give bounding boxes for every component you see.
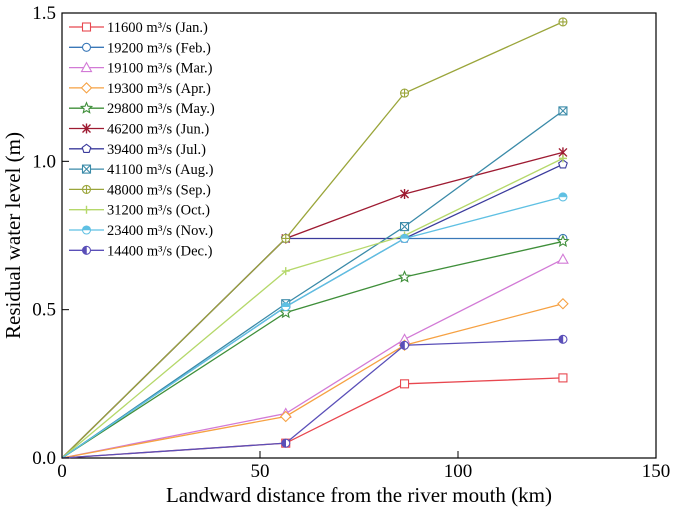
series-line xyxy=(61,258,564,459)
legend-label: 19200 m³/s (Feb.) xyxy=(107,40,211,56)
legend-item: 39400 m³/s (Jul.) xyxy=(69,142,206,158)
legend-item: 48000 m³/s (Sep.) xyxy=(69,182,211,198)
data-point xyxy=(557,297,569,310)
data-point xyxy=(281,302,291,312)
legend-item: 11600 m³/s (Jan.) xyxy=(69,20,208,36)
legend-item: 31200 m³/s (Oct.) xyxy=(69,203,210,219)
legend-marker xyxy=(80,82,93,94)
series-line xyxy=(61,338,563,459)
data-point xyxy=(558,17,568,27)
data-point xyxy=(558,154,567,163)
data-point xyxy=(558,159,568,169)
series-line xyxy=(61,21,564,459)
series-line xyxy=(61,196,564,459)
data-point xyxy=(399,88,410,98)
legend-marker xyxy=(79,101,94,114)
legend-label: 48000 m³/s (Sep.) xyxy=(107,182,211,198)
data-point xyxy=(558,192,568,202)
x-tick-label: 150 xyxy=(642,461,671,482)
legend-marker xyxy=(82,123,91,134)
series-10 xyxy=(61,154,567,459)
legend-label: 46200 m³/s (Jun.) xyxy=(107,122,209,138)
legend-label: 23400 m³/s (Nov.) xyxy=(107,223,213,239)
x-tick-label: 0 xyxy=(57,461,67,482)
y-tick-label: 1.0 xyxy=(32,151,56,172)
plot-area xyxy=(61,12,657,459)
series-9 xyxy=(61,17,568,459)
legend-item: 29800 m³/s (May.) xyxy=(69,101,215,117)
y-axis-title: Residual water level (m) xyxy=(1,132,25,339)
series-line xyxy=(61,110,564,459)
legend: 11600 m³/s (Jan.) 19200 m³/s (Feb.) 19100 … xyxy=(69,20,215,259)
legend-label: 41100 m³/s (Aug.) xyxy=(107,162,214,178)
series-line xyxy=(61,237,563,459)
legend-item: 14400 m³/s (Dec.) xyxy=(69,243,213,259)
legend-label: 29800 m³/s (May.) xyxy=(107,101,215,117)
legend-marker xyxy=(81,184,92,194)
data-point xyxy=(399,222,410,232)
series-line xyxy=(61,157,564,459)
series-layer xyxy=(61,17,570,459)
data-point xyxy=(556,234,570,248)
y-tick-label: 1.5 xyxy=(32,3,56,24)
legend-label: 31200 m³/s (Oct.) xyxy=(107,203,210,219)
series-line xyxy=(61,377,563,459)
legend-item: 19200 m³/s (Feb.) xyxy=(69,40,211,56)
series-line xyxy=(61,303,564,459)
series-12 xyxy=(61,334,568,459)
legend-marker xyxy=(81,164,92,174)
legend-item: 19100 m³/s (Mar.) xyxy=(69,61,213,77)
data-point xyxy=(281,438,291,448)
legend-marker xyxy=(82,205,91,214)
series-5 xyxy=(61,234,570,459)
y-tick-label: 0.5 xyxy=(32,300,56,321)
legend-label: 39400 m³/s (Jul.) xyxy=(107,142,206,158)
series-4 xyxy=(61,297,569,459)
legend-label: 19100 m³/s (Mar.) xyxy=(107,61,213,77)
axes: 0 50 100 150 0.0 0.5 1.0 1.5 xyxy=(32,3,670,482)
data-point xyxy=(399,340,410,350)
legend-item: 46200 m³/s (Jun.) xyxy=(69,122,209,138)
plot-frame xyxy=(61,12,657,459)
data-point xyxy=(558,334,568,344)
y-tick-label: 0.0 xyxy=(32,448,56,469)
data-point xyxy=(281,233,291,244)
series-1 xyxy=(61,373,568,459)
series-2 xyxy=(61,233,568,459)
data-point xyxy=(557,253,569,264)
legend-item: 41100 m³/s (Aug.) xyxy=(69,162,214,178)
legend-marker xyxy=(81,225,92,235)
data-point xyxy=(399,233,410,244)
legend-label: 19300 m³/s (Apr.) xyxy=(107,81,211,97)
data-point xyxy=(397,270,412,283)
legend-item: 23400 m³/s (Nov.) xyxy=(69,223,213,239)
x-tick-label: 50 xyxy=(251,461,270,482)
legend-marker xyxy=(81,245,92,255)
legend-marker xyxy=(81,42,92,52)
legend-label: 14400 m³/s (Dec.) xyxy=(107,243,213,259)
legend-item: 19300 m³/s (Apr.) xyxy=(69,81,211,97)
series-11 xyxy=(61,192,568,459)
data-point xyxy=(558,106,568,116)
legend-marker xyxy=(81,22,92,32)
data-point xyxy=(279,305,293,319)
legend-marker xyxy=(81,143,92,153)
data-point xyxy=(281,267,290,276)
data-point xyxy=(399,379,410,389)
series-line xyxy=(61,240,564,459)
x-tick-label: 100 xyxy=(444,461,473,482)
data-point xyxy=(558,373,568,383)
legend-label: 11600 m³/s (Jan.) xyxy=(107,20,208,36)
data-point xyxy=(400,188,410,199)
legend-marker xyxy=(80,61,93,73)
x-axis-title: Landward distance from the river mouth (… xyxy=(166,483,552,507)
data-point xyxy=(279,410,292,423)
series-8 xyxy=(61,106,568,459)
